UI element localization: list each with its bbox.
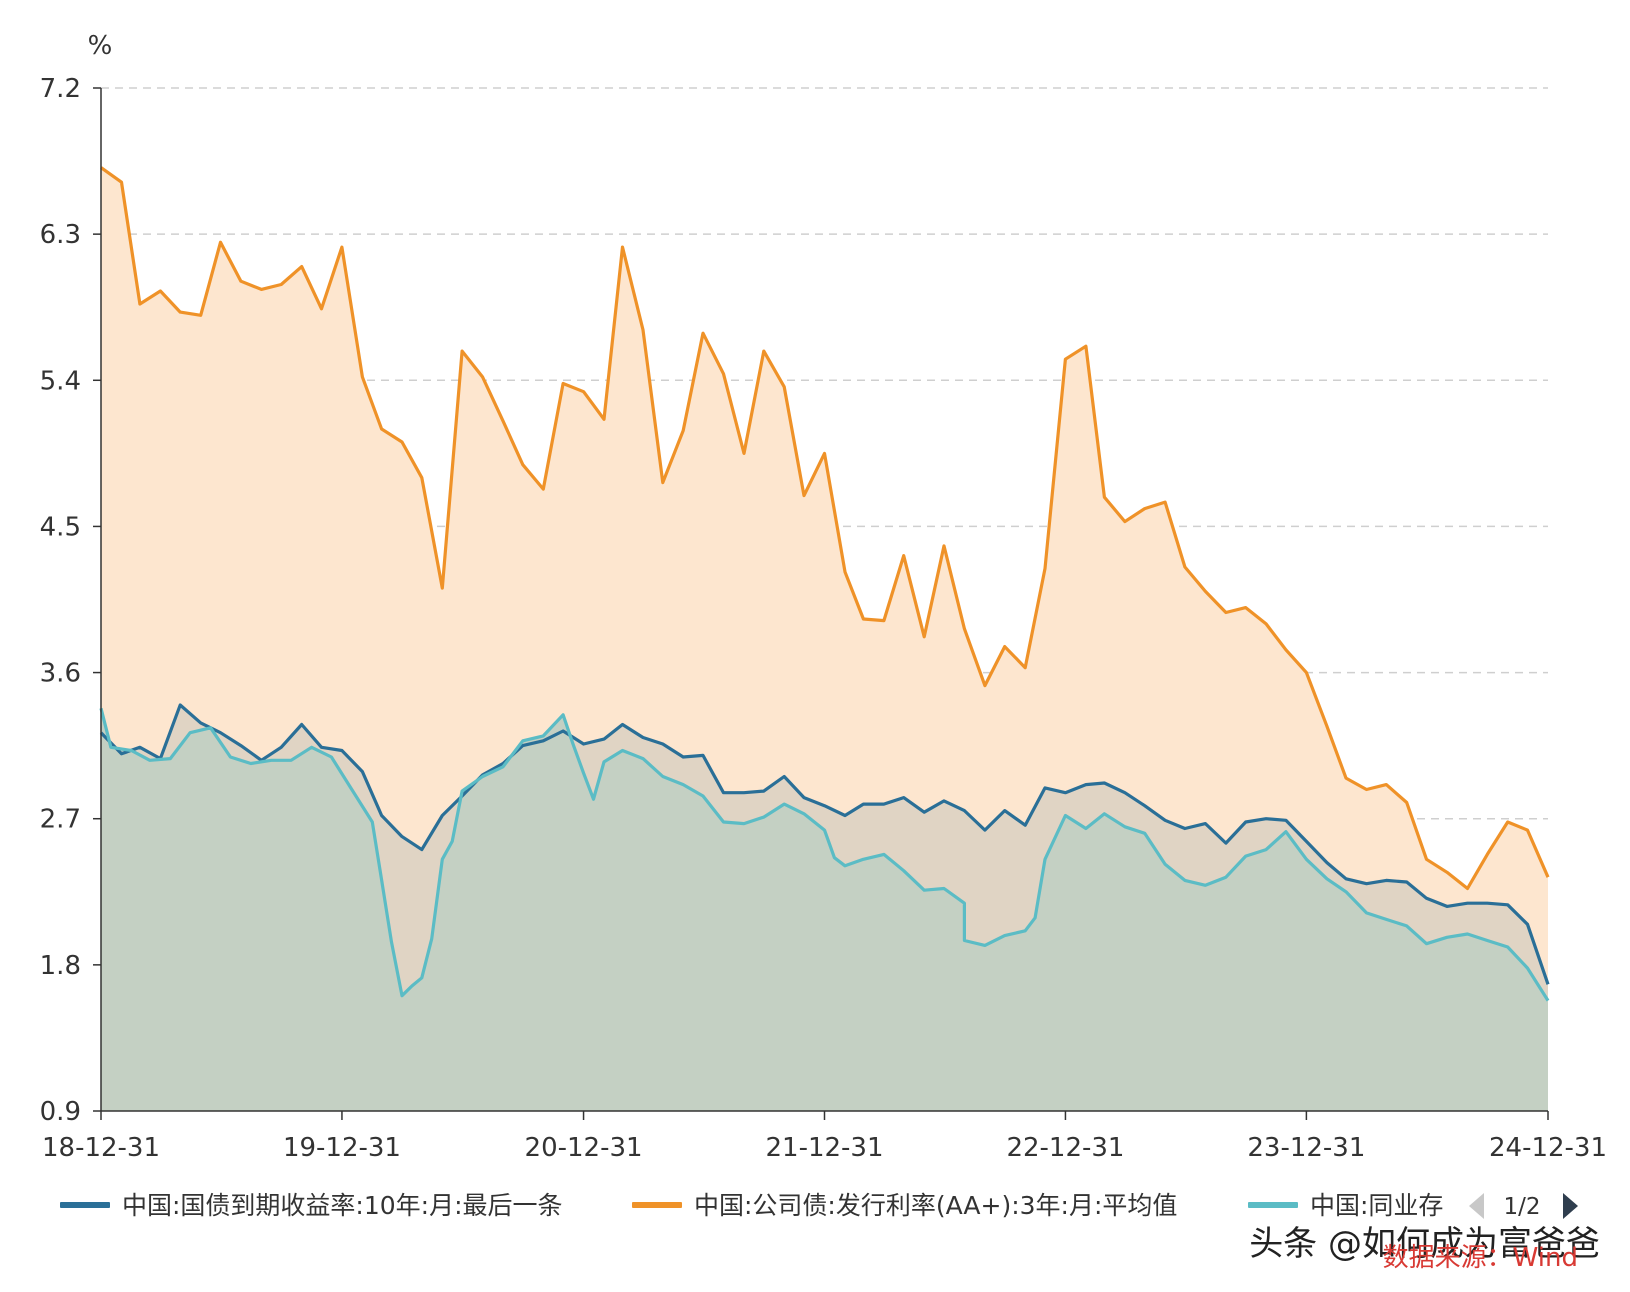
x-tick-label: 22-12-31 <box>1006 1133 1124 1163</box>
y-tick-label: 2.7 <box>40 805 81 835</box>
legend-swatch <box>1248 1202 1298 1208</box>
legend-label: 中国:公司债:发行利率(AA+):3年:月:平均值 <box>694 1191 1177 1220</box>
pager-prev-icon[interactable] <box>1469 1193 1484 1219</box>
y-tick-label: 7.2 <box>40 74 81 104</box>
y-tick-label: 0.9 <box>40 1097 81 1127</box>
series-line <box>100 166 1550 891</box>
y-tick-label: 1.8 <box>40 951 81 981</box>
x-tick-label: 21-12-31 <box>765 1133 883 1163</box>
series-area <box>101 708 1548 1111</box>
x-tick-label: 19-12-31 <box>283 1133 401 1163</box>
y-tick-label: 5.4 <box>40 366 81 396</box>
y-tick-label: 4.5 <box>40 512 81 542</box>
x-tick-label: 23-12-31 <box>1247 1133 1365 1163</box>
legend-pager[interactable]: 1/2 <box>1469 1193 1578 1220</box>
legend-swatch <box>60 1202 110 1208</box>
legend-label: 中国:同业存 <box>1310 1191 1443 1220</box>
y-tick-label: 3.6 <box>40 659 81 689</box>
x-tick-label: 20-12-31 <box>525 1133 643 1163</box>
legend-swatch <box>632 1202 682 1208</box>
legend: 中国:国债到期收益率:10年:月:最后一条 中国:公司债:发行利率(AA+):3年… <box>60 1191 1443 1220</box>
x-tick-label: 18-12-31 <box>42 1133 160 1163</box>
x-tick-label: 24-12-31 <box>1489 1133 1607 1163</box>
series-areas <box>101 167 1548 1112</box>
legend-label: 中国:国债到期收益率:10年:月:最后一条 <box>122 1191 563 1220</box>
series-lines <box>99 166 1550 1002</box>
watermark: 头条 @如何成为富爸爸 <box>1249 1224 1600 1264</box>
series-line <box>99 707 1550 1002</box>
y-tick-label: 6.3 <box>40 220 81 250</box>
data-source: 数据来源：Wind <box>1383 1243 1578 1273</box>
y-axis-unit: % <box>88 31 113 61</box>
axes: 0.9 1.8 2.7 3.6 4.5 5.4 6.3 7.2 18-12-31 19-12-31… <box>40 74 1607 1163</box>
pager-label: 1/2 <box>1503 1194 1540 1220</box>
series-line <box>99 703 1550 985</box>
pager-next-icon[interactable] <box>1563 1193 1578 1219</box>
